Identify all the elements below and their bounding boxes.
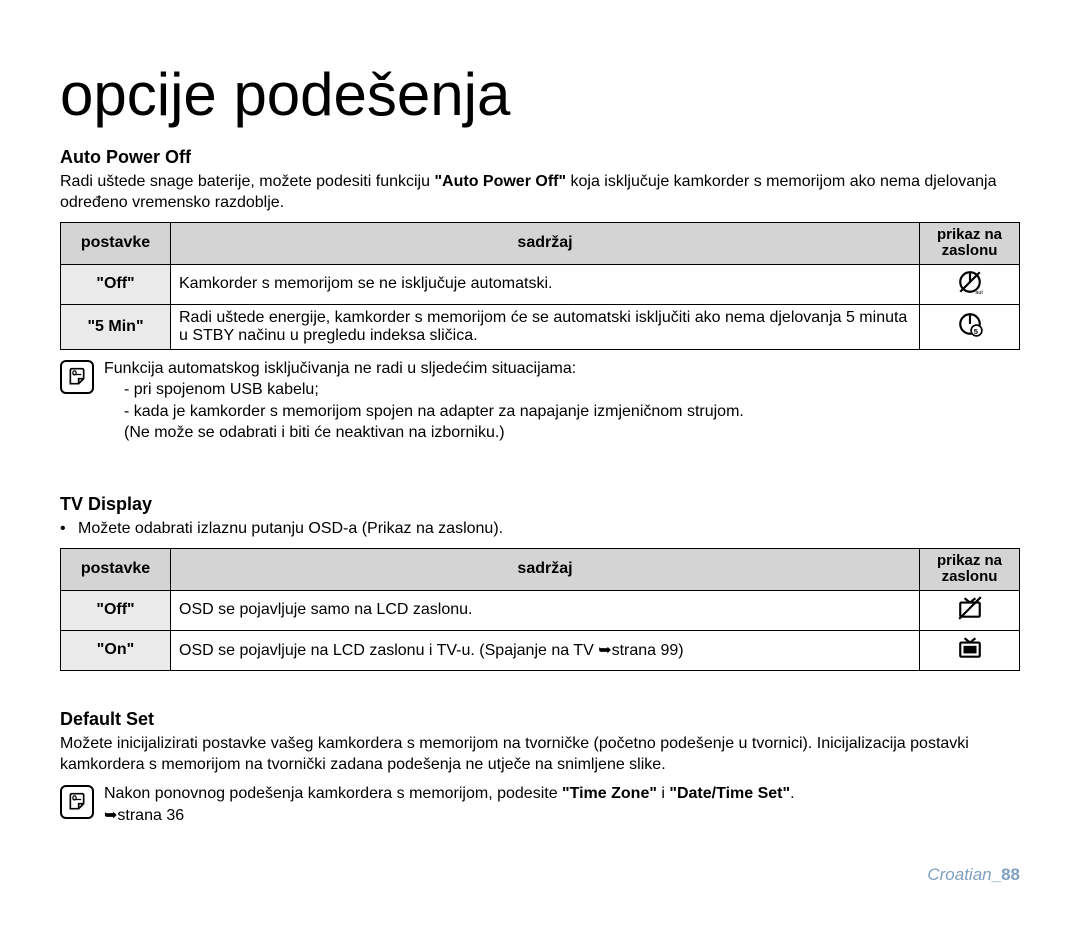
svg-text:auto: auto bbox=[975, 290, 983, 295]
note-icon bbox=[60, 360, 94, 394]
power-off-strike-icon: auto bbox=[957, 282, 983, 299]
page-footer: Croatian_88 bbox=[927, 865, 1020, 885]
tv-on-icon bbox=[957, 648, 983, 665]
tv-off-icon bbox=[957, 608, 983, 625]
tv-display-table: postavke sadržaj prikaz na zaslonu "Off"… bbox=[60, 548, 1020, 671]
svg-text:5: 5 bbox=[973, 327, 977, 336]
table-row: "Off" OSD se pojavljuje samo na LCD zasl… bbox=[61, 590, 1020, 630]
default-set-text: Možete inicijalizirati postavke vašeg ka… bbox=[60, 734, 1020, 776]
table-row: "Off" Kamkorder s memorijom se ne isklju… bbox=[61, 264, 1020, 304]
note-icon bbox=[60, 785, 94, 819]
section-heading-auto-power-off: Auto Power Off bbox=[60, 147, 1020, 168]
table-row: "On" OSD se pojavljuje na LCD zaslonu i … bbox=[61, 630, 1020, 670]
section-heading-default-set: Default Set bbox=[60, 709, 1020, 730]
page-title: opcije podešenja bbox=[60, 60, 1020, 129]
table-header-prikaz: prikaz na zaslonu bbox=[920, 222, 1020, 264]
table-header-sadrzaj: sadržaj bbox=[171, 222, 920, 264]
table-header-sadrzaj: sadržaj bbox=[171, 548, 920, 590]
default-set-note: Nakon ponovnog podešenja kamkordera s me… bbox=[104, 783, 1020, 826]
auto-power-off-note: Funkcija automatskog isključivanja ne ra… bbox=[104, 358, 1020, 444]
table-row: "5 Min" Radi uštede energije, kamkorder … bbox=[61, 304, 1020, 349]
table-header-postavke: postavke bbox=[61, 222, 171, 264]
table-header-prikaz: prikaz na zaslonu bbox=[920, 548, 1020, 590]
table-header-postavke: postavke bbox=[61, 548, 171, 590]
tv-display-bullet: • Možete odabrati izlaznu putanju OSD-a … bbox=[60, 519, 1020, 540]
section-heading-tv-display: TV Display bbox=[60, 494, 1020, 515]
power-5min-icon: 5 bbox=[957, 324, 983, 341]
auto-power-off-table: postavke sadržaj prikaz na zaslonu "Off"… bbox=[60, 222, 1020, 350]
auto-power-off-intro: Radi uštede snage baterije, možete podes… bbox=[60, 172, 1020, 214]
